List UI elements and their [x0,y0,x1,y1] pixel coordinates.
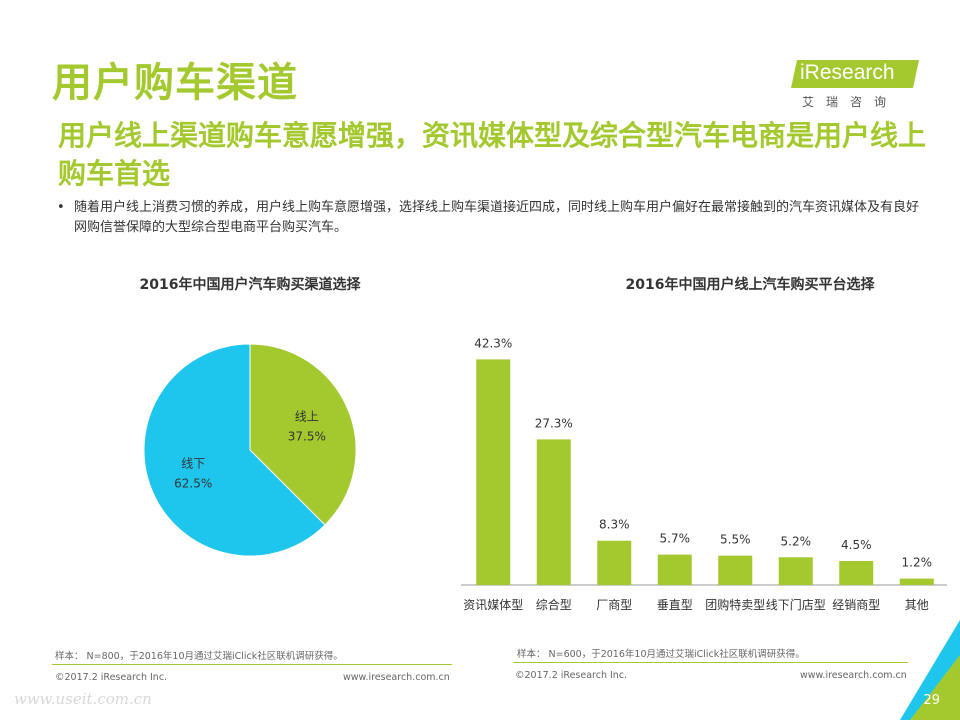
page-number: 29 [923,693,940,708]
bar-value-label: 1.2% [902,556,933,570]
bar-value-label: 8.3% [599,518,630,532]
copyright-left: ©2017.2 iResearch Inc. [55,672,168,683]
bar-category-label: 厂商型 [596,597,632,612]
bullet-marker: • [57,200,65,215]
bar-category-label: 团购特卖型 [705,597,765,612]
bar-category-label: 综合型 [536,597,572,612]
left-sample-note: 样本： N=800，于2016年10月通过艾瑞iClick社区联机调研获得。 [55,651,343,662]
bar-category-label: 其他 [905,598,929,612]
bar-value-label: 27.3% [535,416,573,430]
corner-decoration [900,620,960,720]
bar-category-label: 经销商型 [832,597,880,612]
bar-value-label: 4.5% [841,538,872,552]
bar [718,555,753,585]
bar [899,578,934,585]
bar [778,557,813,585]
pie-slice-label: 线上 [295,409,319,423]
page-title: 用户购车渠道 [52,60,298,106]
right-sample-note: 样本： N=600，于2016年10月通过艾瑞iClick社区联机调研获得。 [517,649,805,660]
pie-chart: 线上 37.5% 线下 62.5% [143,343,357,557]
pie-slice-value-label: 37.5% [288,429,326,443]
bar-chart-title: 2016年中国用户线上汽车购买平台选择 [625,277,875,293]
footer-divider-right [513,662,908,663]
bar-value-label: 5.5% [720,533,751,547]
corner-triangle-green [910,655,960,720]
watermark: www.useit.com.cn [14,690,152,708]
copyright-right: ©2017.2 iResearch Inc. [515,670,628,681]
pie-chart-title: 2016年中国用户汽车购买渠道选择 [139,277,361,293]
bar [476,359,511,585]
bar-category-label: 资讯媒体型 [463,598,523,612]
logo-name: iResearch [800,61,895,84]
pie-slice-label: 线下 [181,457,205,471]
bar-chart: 42.3% 资讯媒体型 27.3% 综合型 8.3% 厂商型 5.7% 垂直型 5.5% 团购特卖… [461,336,947,612]
bar [536,439,571,585]
pie-slice-offline [143,343,326,557]
bar-category-label: 垂直型 [657,598,693,612]
bar-value-label: 5.2% [781,534,812,548]
bar-category-label: 线下门店型 [766,597,826,612]
bar-value-label: 42.3% [474,336,512,350]
website-right: www.iresearch.com.cn [800,670,907,681]
bar-value-label: 5.7% [660,532,691,546]
bar [657,554,692,585]
summary-bullet: 随着用户线上消费习惯的养成，用户线上购车意愿增强，选择线上购车渠道接近四成，同时… [74,200,920,235]
footer-divider-left [52,664,452,665]
website-left: www.iresearch.com.cn [343,672,450,683]
iresearch-logo: iResearch 艾瑞咨询 [790,60,920,110]
bar [597,540,632,585]
pie-slice-value-label: 62.5% [174,477,212,491]
bar [839,561,874,585]
page-subtitle: 用户线上渠道购车意愿增强，资讯媒体型及综合型汽车电商是用户线上购车首选 [58,119,927,190]
logo-subtitle: 艾瑞咨询 [802,95,899,109]
pie-slice-online [249,343,357,526]
